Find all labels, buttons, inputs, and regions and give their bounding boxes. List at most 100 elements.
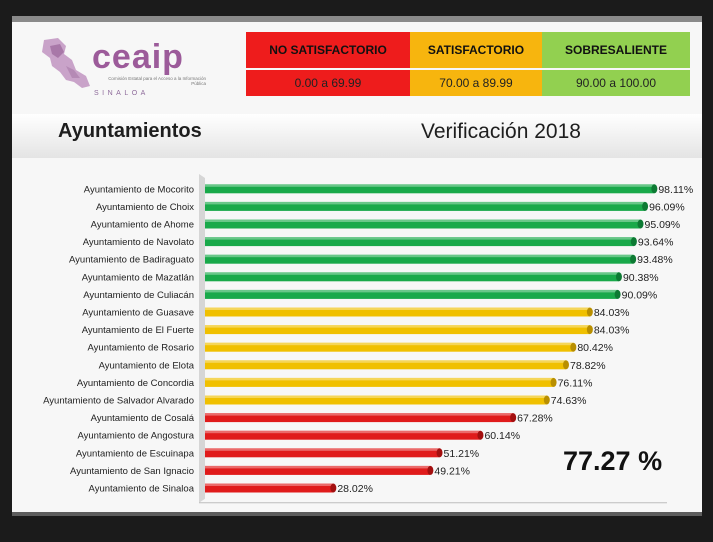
value-label: 93.64% <box>638 237 674 249</box>
bar-highlight <box>205 325 590 328</box>
top-bar <box>12 16 702 22</box>
bar-cap <box>436 448 443 458</box>
category-label: Ayuntamiento de Choix <box>96 202 194 213</box>
bar-highlight <box>205 377 554 381</box>
bar-cap <box>510 413 517 423</box>
value-label: 80.42% <box>577 342 613 354</box>
value-label: 84.03% <box>594 325 630 337</box>
bar-cap <box>630 254 637 264</box>
value-label: 51.21% <box>444 448 480 460</box>
category-label: Ayuntamiento de Escuinapa <box>76 448 195 459</box>
bar-cap <box>562 360 569 370</box>
bar-highlight <box>205 201 646 205</box>
bar-highlight <box>205 237 634 240</box>
bar-highlight <box>205 184 655 187</box>
bar <box>205 272 619 282</box>
bar-highlight <box>205 483 334 486</box>
logo-state: SINALOA <box>94 90 149 97</box>
bar <box>205 289 618 299</box>
bar <box>205 430 481 440</box>
bar <box>205 237 634 247</box>
legend-sobresaliente-label: SOBRESALIENTE <box>542 32 690 68</box>
bar <box>205 201 646 211</box>
bar-cap <box>651 184 658 194</box>
bar <box>205 377 554 387</box>
bar-highlight <box>205 289 618 293</box>
bar-cap <box>570 342 577 352</box>
bar-cap <box>477 430 484 440</box>
category-label: Ayuntamiento de Sinaloa <box>89 484 195 495</box>
category-label: Ayuntamiento de Cosalá <box>91 413 195 424</box>
bar <box>205 465 431 475</box>
bar <box>205 184 655 194</box>
bar-highlight <box>205 254 634 258</box>
bar-cap <box>586 307 593 317</box>
category-label: Ayuntamiento de San Ignacio <box>70 466 194 477</box>
category-label: Ayuntamiento de Elota <box>99 360 195 371</box>
legend-no-satisfactorio-range: 0.00 a 69.99 <box>246 70 410 96</box>
bar-highlight <box>205 219 641 222</box>
bar-cap <box>637 219 644 229</box>
bar-cap <box>615 272 622 282</box>
bar <box>205 360 566 370</box>
bar <box>205 325 590 335</box>
value-label: 84.03% <box>594 307 630 319</box>
bar-highlight <box>205 360 566 363</box>
average-score: 77.27 % <box>563 446 663 476</box>
bar <box>205 307 590 317</box>
bar-highlight <box>205 413 514 416</box>
value-label: 74.63% <box>551 395 587 407</box>
category-label: Ayuntamiento de Rosario <box>88 343 195 354</box>
bar-cap <box>550 377 557 387</box>
scores-bar-chart: Ayuntamiento de Mocorito 98.11% Ayuntamien… <box>43 174 693 516</box>
logo-wordmark: ceaip <box>92 38 184 76</box>
bar <box>205 413 514 423</box>
bar-cap <box>330 483 337 493</box>
bar-highlight <box>205 272 619 275</box>
category-label: Ayuntamiento de Badiraguato <box>69 255 194 266</box>
bar <box>205 342 574 352</box>
sinaloa-map-icon <box>42 38 90 88</box>
bar-cap <box>427 465 434 475</box>
axis-wall <box>199 174 205 503</box>
category-label: Ayuntamiento de Navolato <box>83 237 194 248</box>
category-label: Ayuntamiento de Mocorito <box>84 184 194 195</box>
category-label: Ayuntamiento de Salvador Alvarado <box>43 396 194 407</box>
bar-highlight <box>205 395 547 398</box>
category-label: Ayuntamiento de Guasave <box>82 308 194 319</box>
bar <box>205 395 547 405</box>
bar-highlight <box>205 430 481 434</box>
legend-satisfactorio-label: SATISFACTORIO <box>410 32 542 68</box>
legend-no-satisfactorio-label: NO SATISFACTORIO <box>246 32 410 68</box>
value-label: 90.09% <box>622 289 658 301</box>
value-label: 95.09% <box>645 219 681 231</box>
legend-satisfactorio-range: 70.00 a 89.99 <box>410 70 542 96</box>
verification-title: Verificación 2018 <box>421 120 581 143</box>
ceaip-logo: ceaip Comisión Estatal para el Acceso a … <box>36 36 216 100</box>
value-label: 98.11% <box>658 184 693 196</box>
report-slide: ceaip Comisión Estatal para el Acceso a … <box>12 16 702 516</box>
bar <box>205 219 641 229</box>
logo-subtitle: Comisión Estatal para el Acceso a la Inf… <box>108 76 206 86</box>
value-label: 28.02% <box>337 483 373 495</box>
category-label: Ayuntamiento de Ahome <box>91 220 194 231</box>
category-label: Ayuntamiento de Angostura <box>77 431 194 442</box>
bar-cap <box>630 237 637 247</box>
legend-sobresaliente-range: 90.00 a 100.00 <box>542 70 690 96</box>
bar-cap <box>586 325 593 335</box>
value-label: 90.38% <box>623 272 659 284</box>
value-label: 60.14% <box>484 430 520 442</box>
bar <box>205 254 634 264</box>
bar-highlight <box>205 342 574 346</box>
bottom-bar <box>12 512 702 516</box>
bar-highlight <box>205 448 440 451</box>
bar <box>205 483 334 493</box>
header-band <box>12 114 702 158</box>
value-label: 96.09% <box>649 201 685 213</box>
bar-cap <box>543 395 550 405</box>
bar-cap <box>642 201 649 211</box>
category-label: Ayuntamiento de Culiacán <box>83 290 194 301</box>
value-label: 78.82% <box>570 360 606 372</box>
value-label: 49.21% <box>434 465 470 477</box>
category-label: Ayuntamiento de Mazatlán <box>82 272 194 283</box>
